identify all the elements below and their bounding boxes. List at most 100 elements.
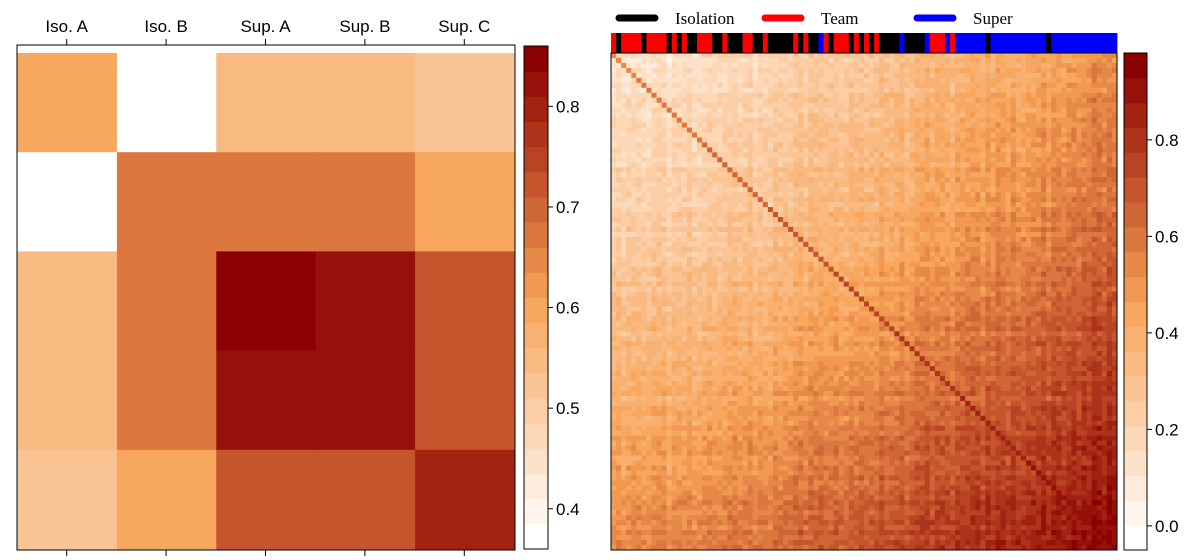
right-heatmap-cell [767, 187, 774, 193]
right-heatmap-cell [985, 72, 991, 79]
left-heatmap-cells [17, 53, 515, 550]
right-heatmap-cell [621, 246, 627, 253]
right-heatmap-cell [955, 172, 961, 178]
right-heatmap-cell [970, 276, 976, 283]
right-heatmap-cell [661, 167, 668, 173]
right-heatmap-cell [732, 182, 738, 188]
right-heatmap-cell [1036, 187, 1042, 193]
right-heatmap-cell [1010, 271, 1017, 278]
right-heatmap-cell [823, 226, 829, 233]
right-heatmap-cell [676, 112, 683, 119]
right-heatmap-cell [681, 67, 688, 74]
right-heatmap-cell [843, 92, 850, 99]
right-heatmap-cell [980, 157, 986, 163]
right-heatmap-cell [762, 236, 769, 243]
right-heatmap-cell [1091, 137, 1098, 143]
right-heatmap-cell [1005, 57, 1012, 64]
right-heatmap-cell [904, 87, 910, 94]
right-heatmap-cell [858, 221, 865, 228]
group-strip-cell [960, 33, 966, 53]
right-heatmap-cell [995, 97, 1002, 104]
right-heatmap-cell [767, 117, 774, 123]
right-heatmap-cell [697, 87, 703, 94]
right-heatmap-cell [833, 192, 840, 198]
right-heatmap-cell [767, 197, 774, 203]
group-strip-cell [651, 33, 657, 53]
right-heatmap-cell [1051, 217, 1057, 223]
right-heatmap-cell [631, 187, 637, 193]
right-heatmap-cell [884, 102, 890, 109]
right-heatmap-cell [661, 147, 668, 153]
right-heatmap-cell [636, 286, 642, 292]
right-heatmap-cell [626, 177, 632, 183]
right-heatmap-cell [955, 112, 961, 119]
right-heatmap-cell [727, 87, 733, 94]
right-heatmap-cell [950, 197, 956, 203]
right-heatmap-cell [1000, 87, 1007, 94]
right-heatmap-cell [828, 72, 835, 79]
right-heatmap-cell [985, 147, 991, 153]
right-heatmap-cell [767, 246, 774, 253]
right-heatmap-cell [929, 256, 936, 263]
right-heatmap-cell [631, 132, 637, 138]
right-heatmap-cell [783, 281, 789, 287]
right-heatmap-cell [1106, 187, 1113, 193]
right-heatmap-cell [1005, 117, 1012, 123]
right-heatmap-cell [1000, 147, 1007, 153]
right-heatmap-cell [611, 167, 617, 173]
right-heatmap-cell [1076, 207, 1082, 213]
right-heatmap-cell [788, 62, 794, 69]
right-heatmap-cell [611, 152, 617, 158]
right-heatmap-cell [788, 132, 794, 138]
right-heatmap-cell [869, 182, 875, 188]
right-heatmap-cell [1066, 132, 1072, 138]
right-heatmap-cell [808, 87, 814, 94]
right-heatmap-cell [1091, 167, 1098, 173]
right-heatmap-cell [1000, 107, 1007, 114]
right-heatmap-cell [1015, 152, 1022, 158]
right-heatmap-cell [686, 241, 693, 248]
group-strip-cell [909, 33, 915, 53]
right-heatmap-cell [788, 197, 794, 203]
right-heatmap-cell [864, 127, 870, 133]
right-heatmap-cell [702, 207, 708, 213]
right-heatmap-cell [788, 251, 794, 258]
colorbar-segment [524, 46, 548, 72]
right-heatmap-cell [686, 261, 693, 268]
right-heatmap-cell [752, 177, 759, 183]
right-heatmap-cell [899, 281, 905, 287]
right-heatmap-cell [626, 231, 632, 238]
right-heatmap-cell [955, 87, 961, 94]
right-heatmap-cell [904, 217, 910, 223]
right-heatmap-cell [813, 157, 819, 163]
right-heatmap-cell [874, 236, 880, 243]
right-heatmap-cell [1010, 162, 1017, 168]
right-heatmap-cell [752, 182, 759, 188]
right-heatmap-cell [894, 157, 900, 163]
right-heatmap-cell [995, 271, 1002, 278]
right-heatmap-cell [843, 137, 850, 143]
right-heatmap-cell [1066, 77, 1072, 84]
right-heatmap-cell [990, 72, 996, 79]
right-heatmap-cell [1041, 117, 1047, 123]
right-heatmap-cell [1111, 162, 1118, 168]
right-heatmap-cell [934, 162, 941, 168]
right-heatmap-cell [919, 236, 926, 243]
right-heatmap-cell [848, 182, 855, 188]
left-heatmap-cell [216, 152, 317, 252]
right-heatmap-cell [823, 197, 829, 203]
right-heatmap-cell [798, 192, 804, 198]
right-heatmap-cell [828, 202, 835, 208]
right-heatmap-cell [1091, 152, 1098, 158]
right-heatmap-cell [697, 147, 703, 153]
right-heatmap-cell [747, 256, 754, 263]
right-heatmap-cell [879, 236, 885, 243]
right-heatmap-cell [975, 152, 981, 158]
right-heatmap-cell [995, 167, 1002, 173]
right-heatmap-cell [904, 162, 910, 168]
right-heatmap-cell [717, 207, 723, 213]
right-heatmap-cell [757, 67, 764, 74]
right-heatmap-cell [889, 256, 895, 263]
group-strip-cell [641, 33, 647, 53]
right-heatmap-cell [621, 192, 627, 198]
